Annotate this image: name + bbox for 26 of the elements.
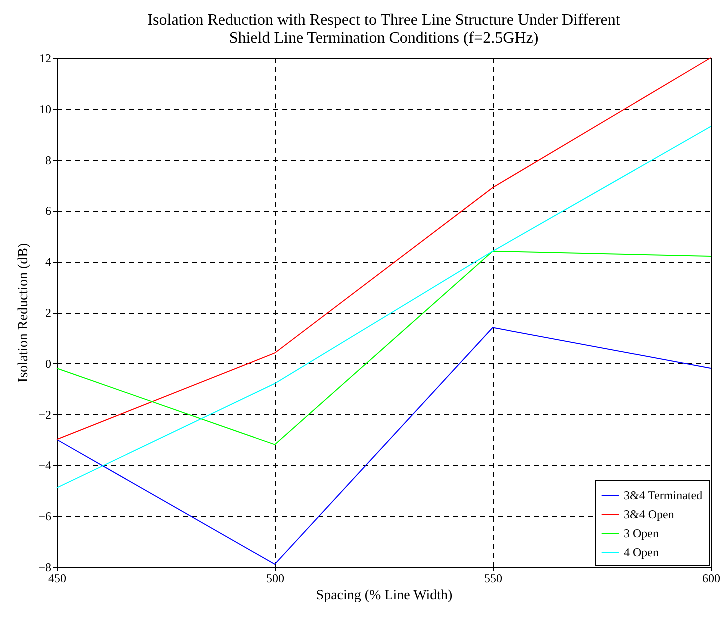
line-series: [56, 126, 712, 489]
line-series: [56, 58, 712, 440]
y-tick-label: −4: [38, 458, 52, 473]
x-tick-label: 500: [266, 572, 284, 586]
y-tick-label: 0: [46, 356, 52, 371]
y-tick-label: 10: [40, 102, 52, 116]
y-tick-label: 6: [46, 204, 52, 218]
x-tick-label: 450: [48, 572, 66, 586]
y-tick-label: −2: [38, 408, 52, 422]
y-axis-title: Isolation Reduction (dB): [16, 243, 32, 383]
line-series: [56, 250, 712, 446]
legend-label: 3 Open: [624, 526, 659, 540]
line-series: [56, 327, 712, 565]
chart-title: Isolation Reduction with Respect to Three Line Structure Under Different Shield Line Termination Conditions (f=2.5GHz): [148, 12, 621, 47]
y-tick-label: −8: [38, 560, 52, 574]
y-tick-label: 4: [46, 255, 52, 270]
y-tick-label: 2: [46, 306, 52, 320]
y-tick-label: 12: [40, 52, 52, 66]
y-tick-label: −6: [38, 510, 52, 524]
x-tick-label: 550: [484, 572, 502, 586]
legend-label: 3&4 Terminated: [624, 488, 703, 502]
x-tick-label: 600: [702, 572, 720, 586]
y-tick-label: 8: [46, 153, 52, 168]
legend-label: 4 Open: [624, 546, 659, 560]
x-axis-title: Spacing (% Line Width): [316, 588, 454, 604]
legend-label: 3&4 Open: [624, 508, 674, 522]
